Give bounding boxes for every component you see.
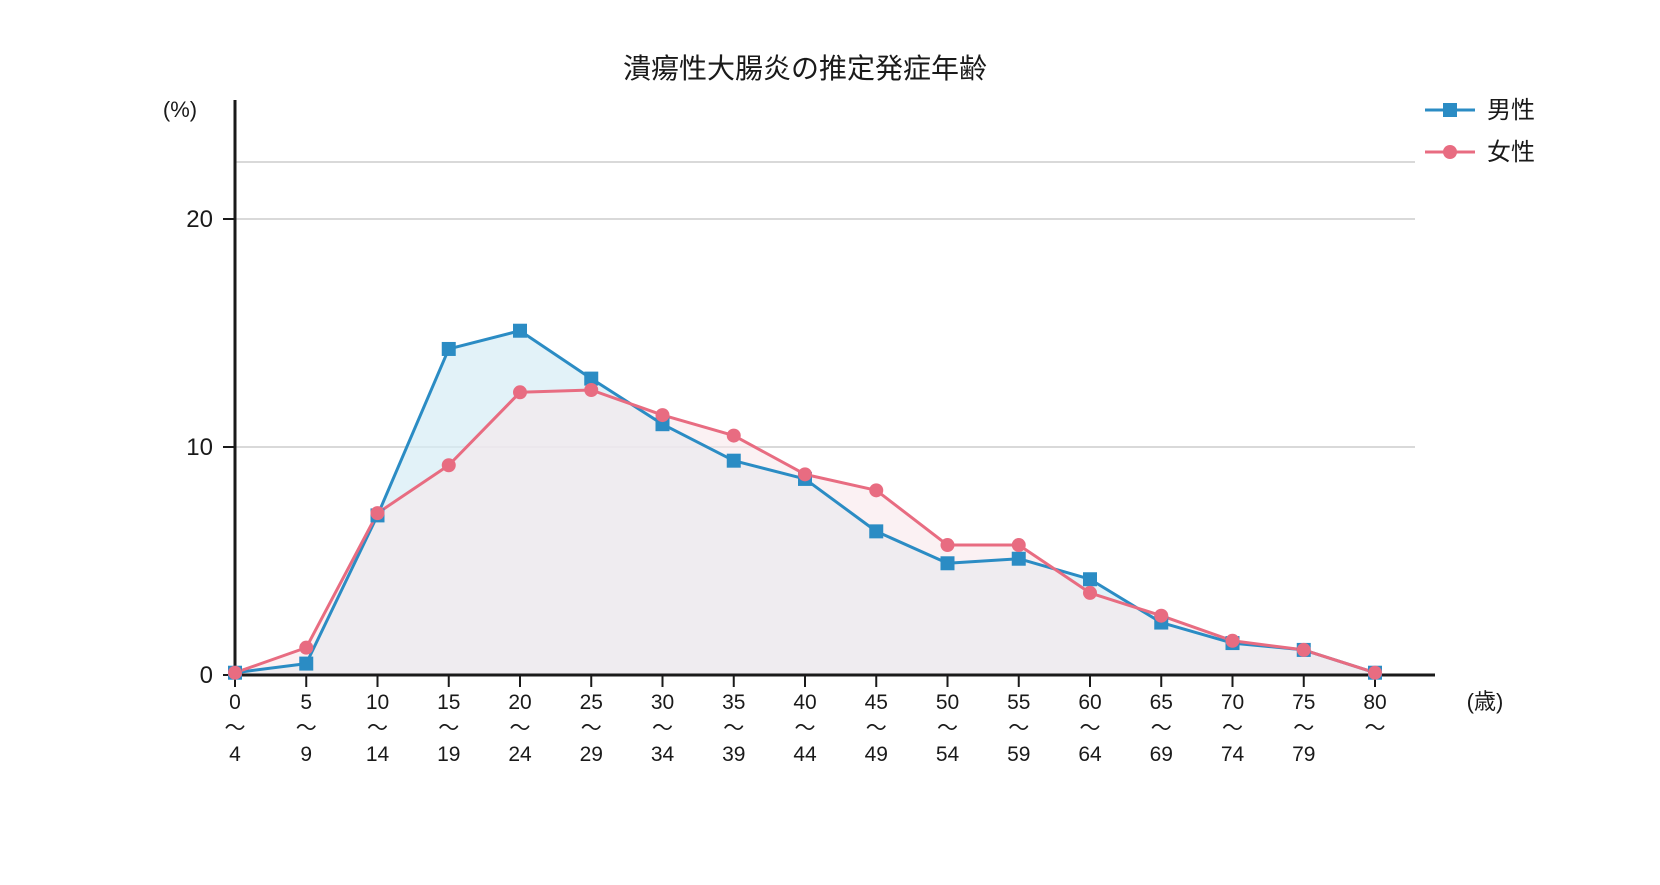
- legend-label: 男性: [1487, 97, 1535, 124]
- marker-circle: [941, 538, 955, 552]
- x-tick-label: 35〜39: [722, 691, 745, 766]
- x-tick-label: 40〜44: [793, 691, 817, 766]
- x-tick-label: 60〜64: [1078, 691, 1102, 766]
- legend-marker-circle: [1443, 145, 1457, 159]
- marker-circle: [656, 408, 670, 422]
- y-tick-label: 10: [186, 434, 213, 461]
- x-tick-label: 45〜49: [865, 691, 888, 766]
- y-tick-label: 0: [200, 662, 213, 689]
- marker-circle: [371, 506, 385, 520]
- x-tick-label: 50〜54: [936, 691, 960, 766]
- x-tick-label: 65〜69: [1150, 691, 1173, 766]
- marker-circle: [869, 483, 883, 497]
- marker-square: [299, 657, 313, 671]
- x-tick-label: 70〜74: [1221, 691, 1245, 766]
- x-tick-label: 30〜34: [651, 691, 675, 766]
- marker-circle: [727, 429, 741, 443]
- x-tick-label: 0〜4: [225, 691, 246, 766]
- marker-circle: [584, 383, 598, 397]
- y-tick-label: 20: [186, 206, 213, 233]
- marker-circle: [798, 467, 812, 481]
- marker-circle: [442, 458, 456, 472]
- x-tick-label: 20〜24: [508, 691, 532, 766]
- marker-circle: [228, 666, 242, 680]
- marker-circle: [1012, 538, 1026, 552]
- y-axis-label: (%): [163, 97, 197, 122]
- x-tick-label: 55〜59: [1007, 691, 1030, 766]
- marker-square: [1012, 552, 1026, 566]
- x-axis-label: (歳): [1467, 689, 1504, 714]
- legend-label: 女性: [1487, 139, 1535, 166]
- marker-circle: [1154, 609, 1168, 623]
- x-tick-label: 25〜29: [580, 691, 603, 766]
- x-tick-label: 80〜: [1363, 691, 1386, 740]
- chart-title: 潰瘍性大腸炎の推定発症年齢: [623, 53, 987, 84]
- x-tick-label: 15〜19: [437, 691, 460, 766]
- onset-age-chart: 潰瘍性大腸炎の推定発症年齢 0 10 20 (%) 0〜4 5〜9 10〜14 15〜19 20〜…: [0, 0, 1660, 880]
- marker-square: [727, 454, 741, 468]
- marker-square: [513, 324, 527, 338]
- x-tick-label: 10〜14: [366, 691, 390, 766]
- marker-square: [1083, 572, 1097, 586]
- marker-circle: [1297, 643, 1311, 657]
- marker-square: [941, 556, 955, 570]
- marker-circle: [1226, 634, 1240, 648]
- marker-circle: [299, 641, 313, 655]
- chart-container: 潰瘍性大腸炎の推定発症年齢 0 10 20 (%) 0〜4 5〜9 10〜14 15〜19 20〜…: [0, 0, 1660, 880]
- marker-circle: [1083, 586, 1097, 600]
- x-tick-label: 5〜9: [296, 691, 317, 766]
- x-tick-label: 75〜79: [1292, 691, 1315, 766]
- marker-circle: [513, 385, 527, 399]
- marker-square: [442, 342, 456, 356]
- marker-square: [869, 524, 883, 538]
- legend-marker-square: [1443, 103, 1457, 117]
- marker-circle: [1368, 666, 1382, 680]
